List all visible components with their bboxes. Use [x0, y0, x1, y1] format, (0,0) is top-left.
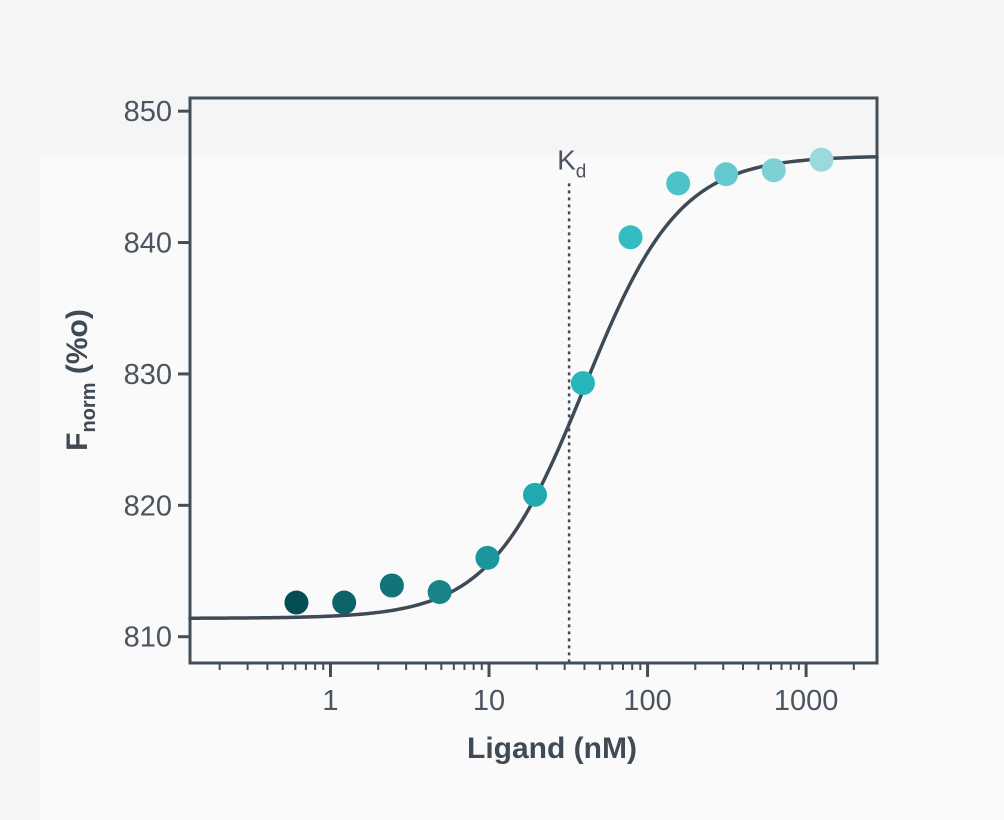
- y-axis-title-main: F: [61, 433, 94, 451]
- y-tick-label: 850: [124, 96, 172, 128]
- data-point: [523, 482, 548, 507]
- data-point: [714, 162, 739, 187]
- y-axis-title-unit: (%o): [61, 309, 94, 382]
- y-axis-title-subscript: norm: [78, 383, 100, 433]
- data-point: [570, 371, 595, 396]
- kd-label-main: K: [557, 144, 576, 175]
- data-point: [761, 158, 786, 183]
- data-point: [666, 171, 691, 196]
- kd-label-subscript: d: [576, 161, 587, 182]
- x-tick-label: 10: [473, 685, 505, 717]
- chart-panel: [40, 155, 1004, 820]
- y-tick-label: 830: [124, 359, 172, 391]
- x-axis-title: Ligand (nM): [467, 732, 637, 765]
- data-point: [284, 590, 309, 615]
- y-tick-label: 840: [124, 228, 172, 260]
- plot-frame: [188, 96, 879, 665]
- data-point: [809, 147, 834, 172]
- data-point: [618, 225, 643, 250]
- data-point: [475, 545, 500, 570]
- y-tick-label: 820: [124, 490, 172, 522]
- data-point: [379, 573, 404, 598]
- data-point: [427, 580, 452, 605]
- y-axis-title: Fnorm (%o): [61, 309, 100, 451]
- x-tick-label: 1: [322, 685, 338, 717]
- kd-label: Kd: [557, 144, 586, 182]
- x-tick-label: 100: [623, 685, 671, 717]
- data-point: [332, 590, 357, 615]
- x-tick-label: 1000: [774, 685, 839, 717]
- y-tick-label: 810: [124, 622, 172, 654]
